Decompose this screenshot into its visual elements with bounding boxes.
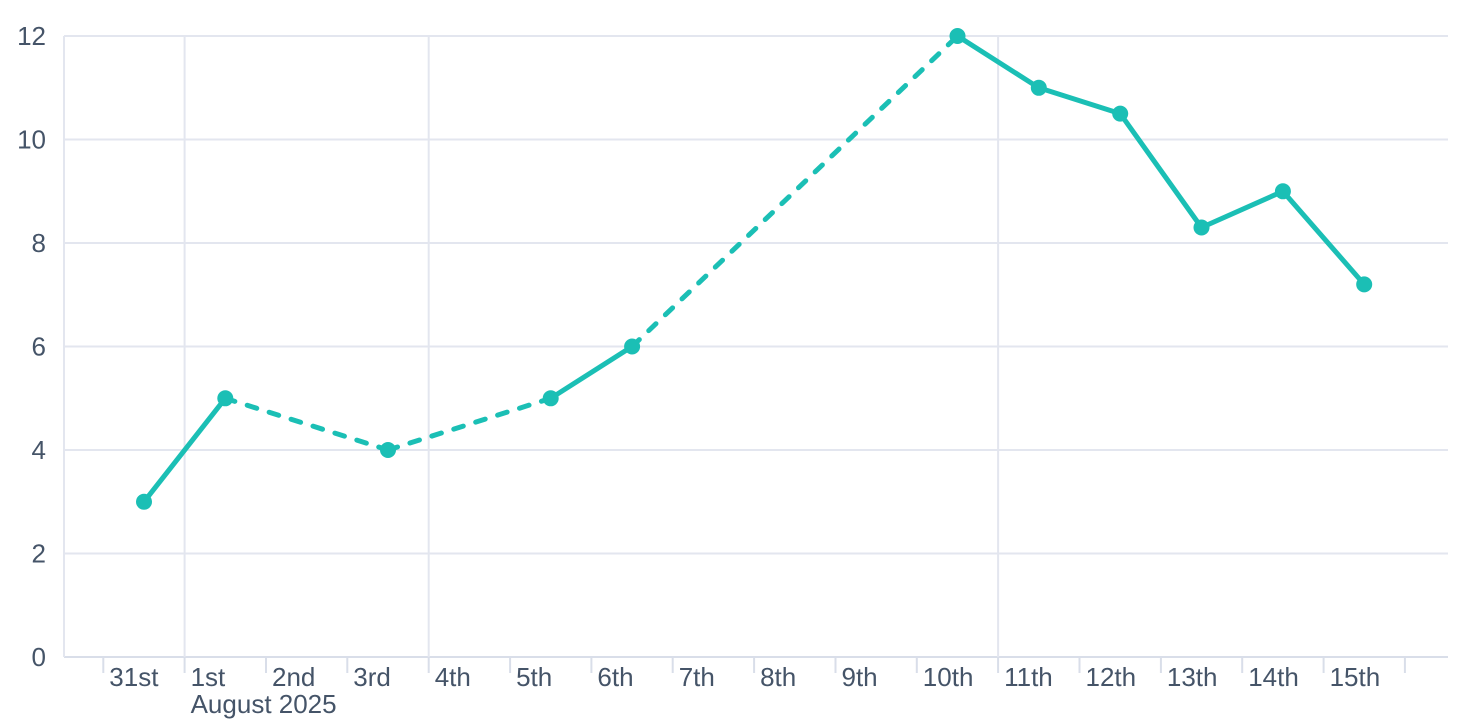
y-axis-tick-label: 0: [32, 642, 46, 672]
y-axis-tick-label: 8: [32, 228, 46, 258]
data-point-marker[interactable]: [380, 442, 396, 458]
x-axis-tick-label: 12th: [1086, 662, 1137, 692]
x-axis-tick-label: 7th: [679, 662, 715, 692]
x-axis-month-label: August 2025: [191, 689, 337, 719]
data-point-marker[interactable]: [542, 390, 559, 407]
data-point-marker[interactable]: [136, 493, 152, 510]
x-axis-tick-label: 4th: [435, 662, 471, 692]
x-axis-tick-label: 31st: [109, 662, 159, 692]
x-axis-tick-label: 2nd: [272, 662, 315, 692]
x-axis-tick-label: 3rd: [353, 662, 391, 692]
series-line-segment-dashed: [222, 395, 391, 453]
x-axis-tick-label: 1st: [191, 662, 226, 692]
data-point-marker[interactable]: [1030, 79, 1047, 96]
data-point-marker[interactable]: [1112, 105, 1129, 122]
series-line-segment-dashed: [385, 395, 554, 453]
x-axis-tick-label: 15th: [1330, 662, 1381, 692]
series-line-segment-solid: [141, 395, 228, 505]
data-point-marker[interactable]: [1193, 219, 1210, 236]
x-axis-tick-label: 14th: [1248, 662, 1299, 692]
x-axis-tick-label: 10th: [923, 662, 974, 692]
y-axis-tick-label: 10: [17, 125, 46, 155]
x-axis-tick-label: 5th: [516, 662, 552, 692]
data-point-marker[interactable]: [217, 390, 234, 407]
series-line-segment-dashed: [629, 33, 960, 349]
y-axis-tick-label: 4: [32, 435, 46, 465]
series-line-segment-solid: [955, 33, 1367, 287]
y-axis-tick-label: 6: [32, 332, 46, 362]
data-point-marker[interactable]: [1274, 183, 1291, 200]
x-axis-tick-label: 11th: [1004, 662, 1053, 692]
x-axis-tick-label: 13th: [1167, 662, 1218, 692]
x-axis-tick-label: 9th: [842, 662, 878, 692]
y-axis-tick-label: 2: [32, 539, 46, 569]
x-axis-tick-label: 8th: [760, 662, 796, 692]
data-point-marker[interactable]: [949, 28, 966, 44]
x-axis-tick-label: 6th: [597, 662, 633, 692]
data-point-marker[interactable]: [1356, 276, 1373, 293]
data-point-marker[interactable]: [624, 338, 641, 355]
series-line-segment-solid: [548, 344, 635, 401]
y-axis-tick-label: 12: [17, 21, 46, 51]
